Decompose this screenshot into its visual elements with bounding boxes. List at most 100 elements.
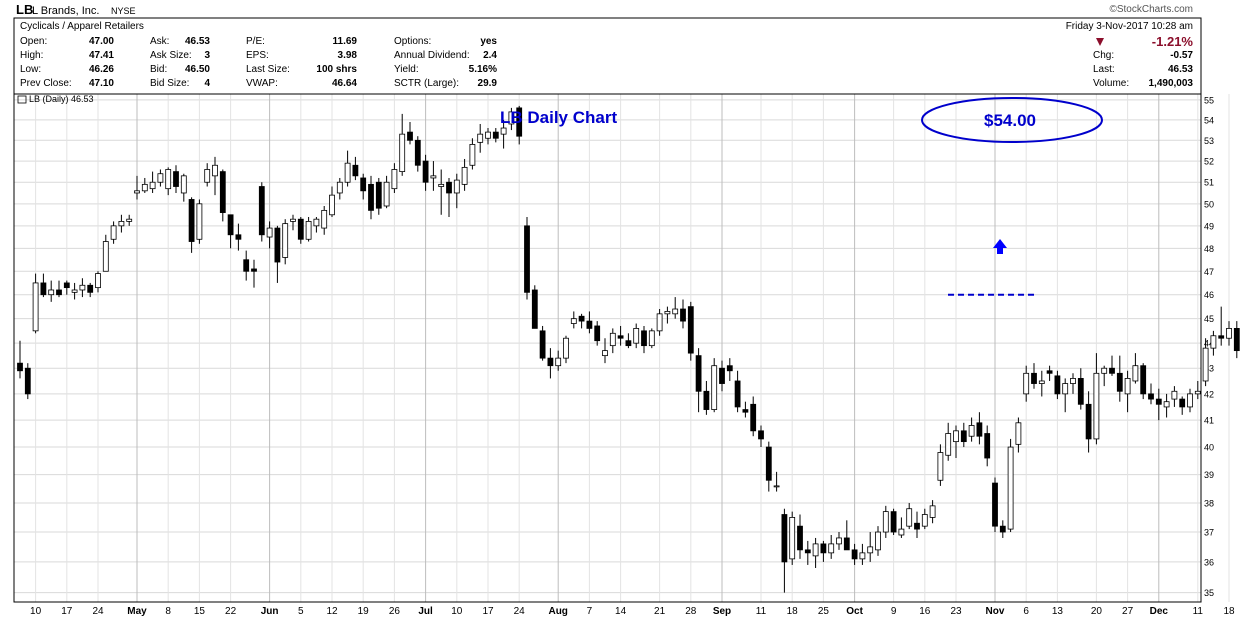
candle bbox=[968, 417, 975, 442]
candle-body bbox=[71, 289, 78, 293]
y-tick-label: 55 bbox=[1204, 95, 1214, 105]
candle-body bbox=[586, 320, 593, 329]
candle bbox=[453, 173, 460, 209]
x-tick-label: May bbox=[127, 606, 147, 617]
candle-body bbox=[157, 173, 164, 183]
candle bbox=[430, 161, 437, 191]
x-tick-label: Jun bbox=[261, 606, 279, 617]
candle bbox=[1233, 321, 1240, 359]
x-tick-label: Nov bbox=[986, 606, 1005, 617]
candle-body bbox=[321, 209, 328, 229]
candle-body bbox=[945, 433, 952, 456]
candle bbox=[664, 306, 671, 324]
stat-label: Ask Size: bbox=[150, 50, 192, 61]
candle bbox=[243, 250, 250, 281]
candle bbox=[383, 175, 390, 209]
candle bbox=[921, 508, 928, 530]
y-tick-label: 38 bbox=[1204, 498, 1214, 508]
candle-body bbox=[594, 325, 601, 342]
x-tick-label: 22 bbox=[225, 606, 237, 617]
candle-body bbox=[305, 221, 312, 240]
stat-label: Chg: bbox=[1093, 50, 1114, 61]
candle-body bbox=[1023, 372, 1030, 395]
stat-label: VWAP: bbox=[246, 78, 278, 89]
x-tick-label: 6 bbox=[1023, 606, 1029, 617]
x-tick-label: 28 bbox=[685, 606, 697, 617]
candle-body bbox=[274, 227, 281, 263]
x-tick-label: 9 bbox=[891, 606, 897, 617]
candle bbox=[945, 422, 952, 461]
y-tick-label: 47 bbox=[1204, 267, 1214, 277]
candle-body bbox=[219, 171, 226, 213]
candle bbox=[937, 444, 944, 486]
candle-body bbox=[173, 171, 179, 187]
candle bbox=[126, 214, 133, 226]
candle bbox=[734, 370, 741, 413]
candle-body bbox=[1124, 378, 1131, 395]
candle bbox=[102, 234, 109, 272]
y-tick-label: 53 bbox=[1204, 136, 1214, 146]
candle bbox=[1054, 370, 1061, 400]
candle-body bbox=[843, 537, 850, 551]
candle-body bbox=[859, 552, 866, 560]
candle-body bbox=[1179, 398, 1186, 408]
candle bbox=[391, 163, 398, 193]
candle-body bbox=[391, 169, 398, 190]
candle-body bbox=[836, 537, 842, 545]
candle-body bbox=[1101, 367, 1108, 374]
candle-body bbox=[968, 425, 975, 437]
candle bbox=[1101, 365, 1108, 387]
candle-body bbox=[313, 218, 320, 227]
y-tick-label: 42 bbox=[1204, 389, 1214, 399]
candle-body bbox=[196, 203, 203, 240]
candle-body bbox=[399, 133, 406, 173]
candle bbox=[890, 508, 897, 535]
candles bbox=[17, 105, 1240, 593]
candle bbox=[703, 380, 710, 415]
candle bbox=[1210, 330, 1217, 356]
candle bbox=[914, 511, 920, 538]
y-tick-label: 39 bbox=[1204, 470, 1214, 480]
stat-value: 3 bbox=[204, 50, 210, 61]
candle bbox=[773, 471, 780, 492]
candle-body bbox=[180, 175, 187, 194]
watermark: ©StockCharts.com bbox=[1109, 4, 1193, 15]
candle bbox=[828, 534, 835, 559]
candle bbox=[477, 123, 484, 153]
y-tick-label: 48 bbox=[1204, 244, 1214, 254]
candle bbox=[1226, 321, 1232, 346]
candle-body bbox=[48, 289, 55, 296]
candle bbox=[32, 273, 39, 334]
x-tick-label: 8 bbox=[165, 606, 171, 617]
candle bbox=[563, 335, 569, 364]
candle-body bbox=[368, 183, 374, 211]
candle-body bbox=[1038, 380, 1045, 384]
grid bbox=[14, 94, 1230, 602]
x-tick-label: 23 bbox=[950, 606, 962, 617]
candle bbox=[789, 511, 796, 565]
x-tick-label: 19 bbox=[358, 606, 370, 617]
candle-body bbox=[602, 350, 608, 357]
y-tick-label: 41 bbox=[1204, 416, 1214, 426]
candle bbox=[17, 340, 23, 379]
candle bbox=[781, 508, 788, 593]
candle-body bbox=[1171, 390, 1178, 400]
candle-body bbox=[282, 223, 289, 258]
candle-body bbox=[1218, 335, 1225, 339]
y-tick-label: 51 bbox=[1204, 178, 1214, 188]
series-label: LB (Daily) 46.53 bbox=[29, 94, 94, 104]
candle-body bbox=[773, 485, 780, 488]
candle-body bbox=[695, 355, 702, 392]
candle-body bbox=[890, 511, 897, 533]
candle-body bbox=[750, 403, 757, 432]
candle-body bbox=[828, 543, 835, 554]
candle bbox=[508, 107, 515, 131]
ticker-symbol: LB bbox=[16, 2, 33, 17]
candle bbox=[524, 216, 530, 300]
candle bbox=[1171, 386, 1178, 407]
x-tick-label: 26 bbox=[389, 606, 401, 617]
candle-body bbox=[32, 282, 39, 332]
candle bbox=[1031, 363, 1037, 389]
candle bbox=[641, 325, 647, 354]
stat-value: 47.41 bbox=[89, 50, 114, 61]
